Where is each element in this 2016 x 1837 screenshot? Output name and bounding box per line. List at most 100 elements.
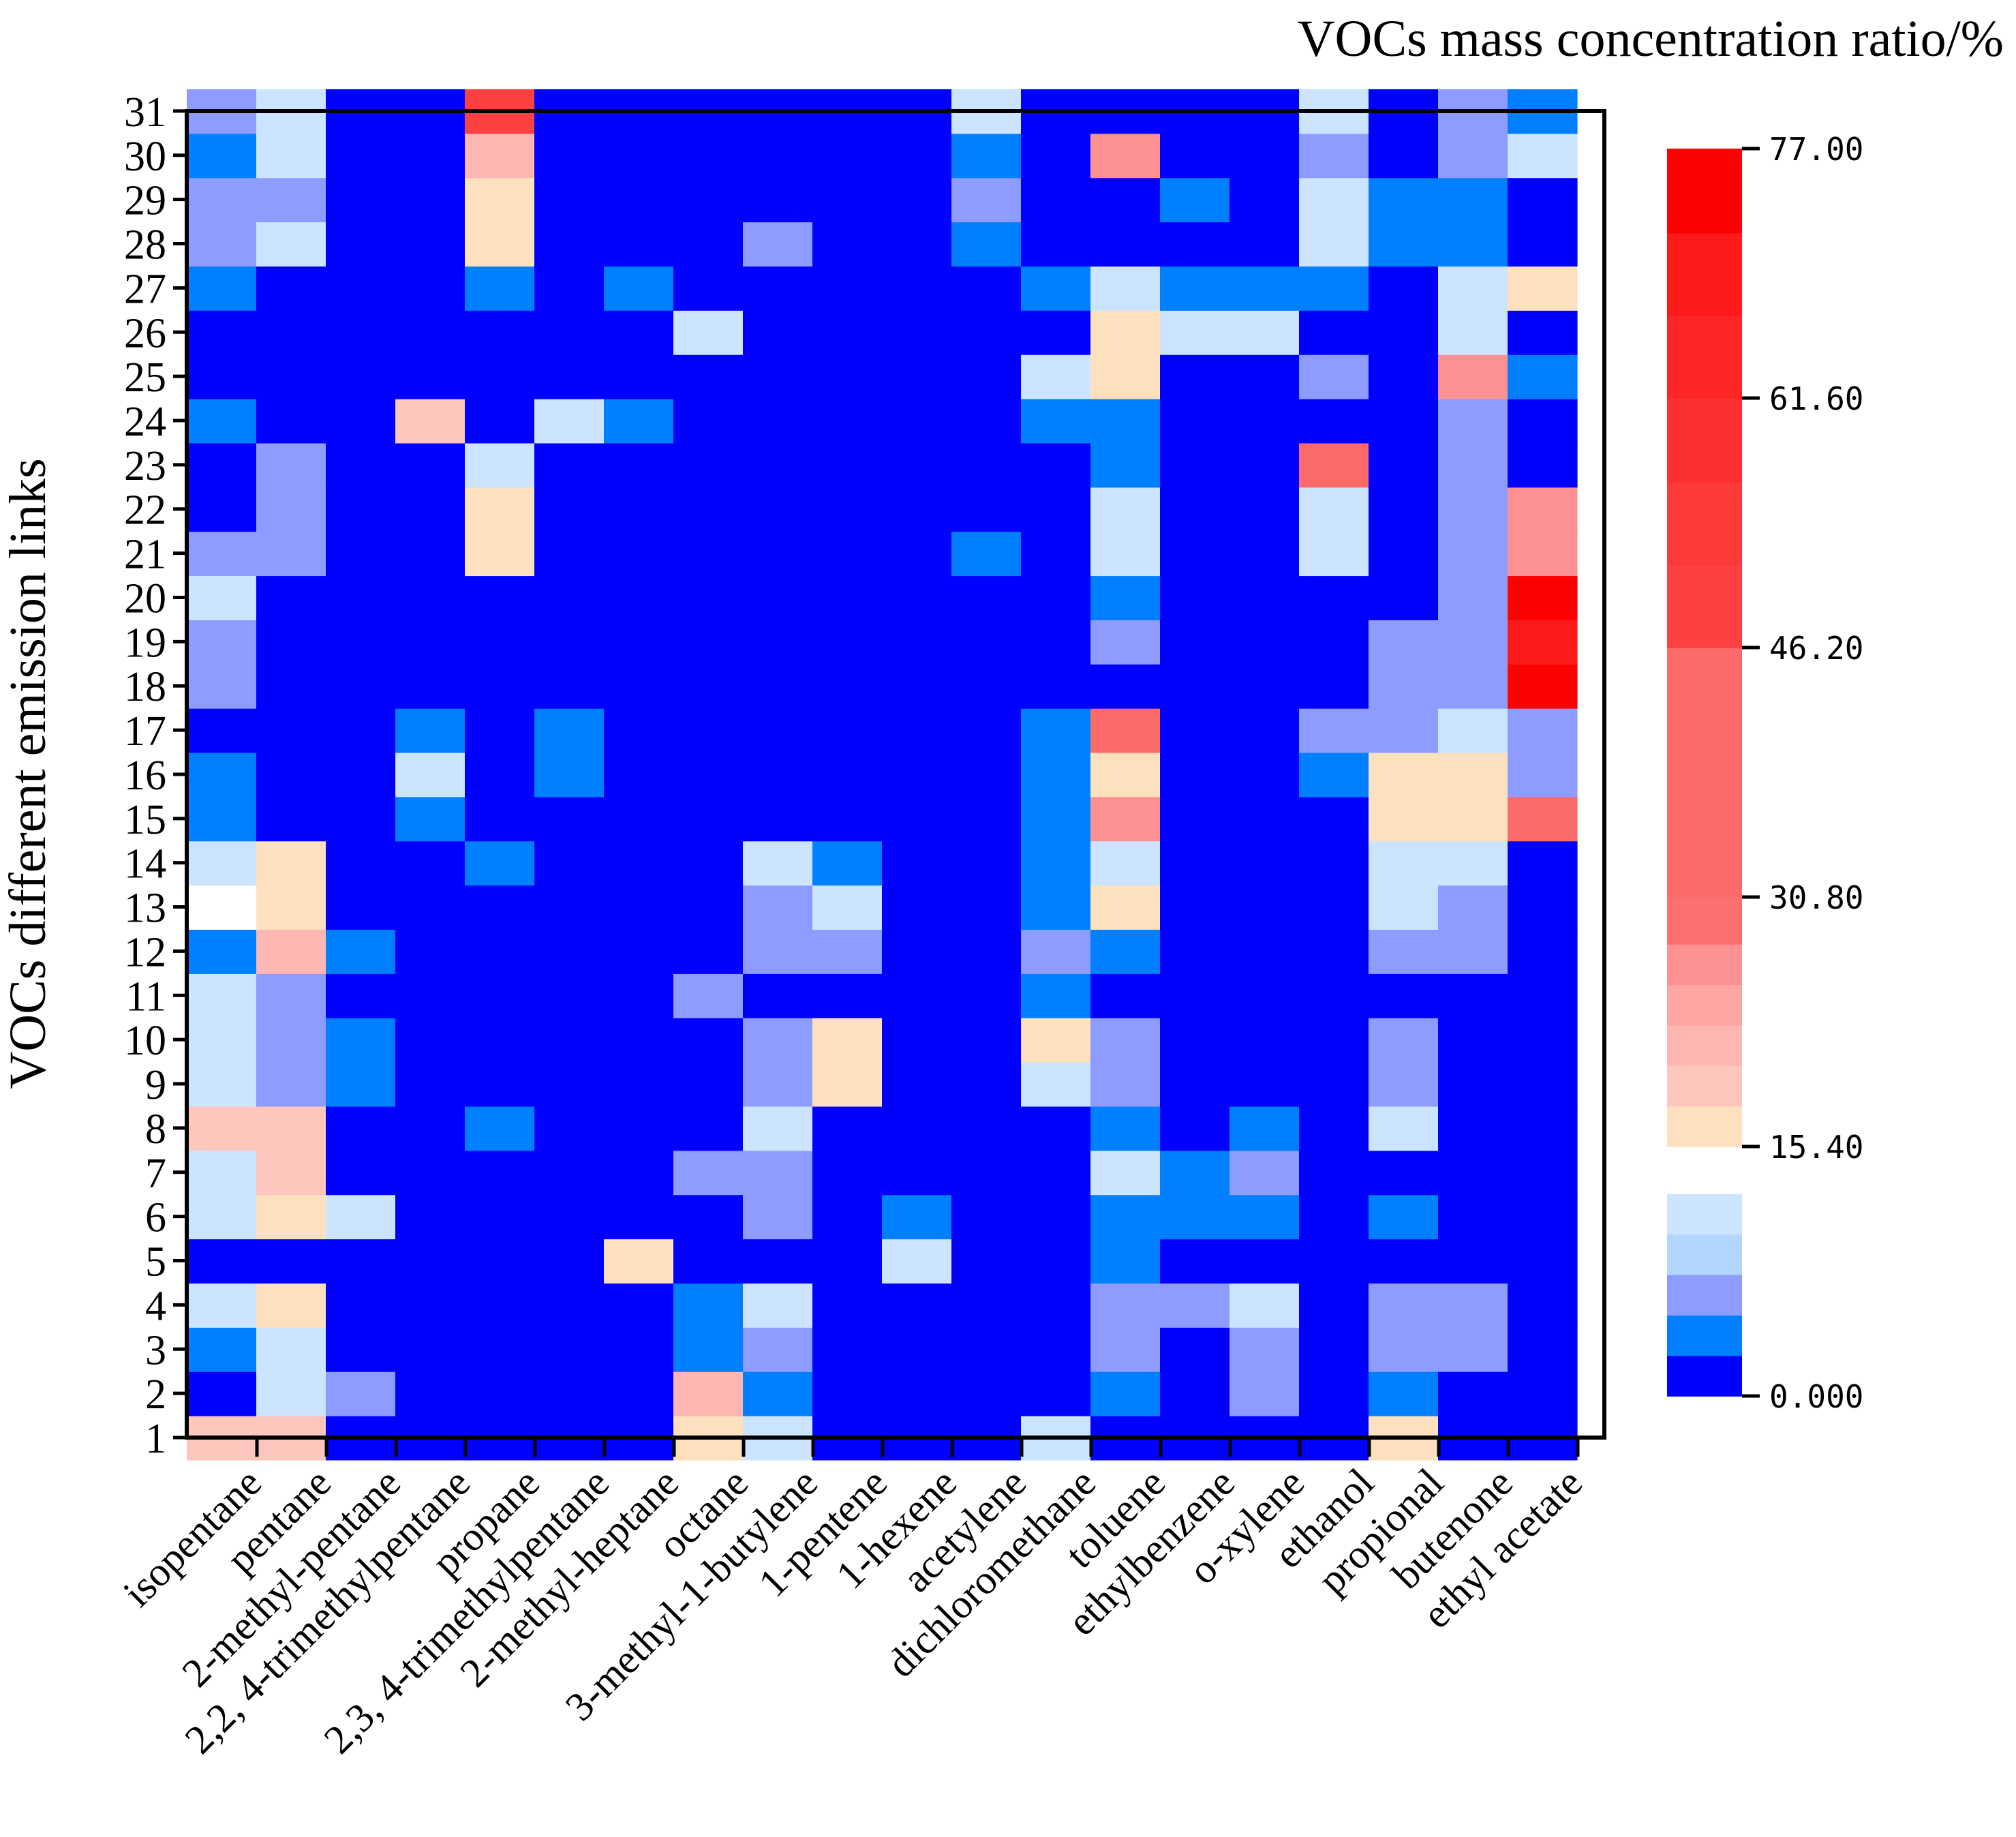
heatmap-cell [604,222,674,267]
heatmap-cell [1021,1062,1091,1107]
heatmap-cell [465,973,535,1018]
heatmap-cell [1299,973,1369,1018]
heatmap-cell [534,840,605,886]
heatmap-cell [812,1018,883,1063]
heatmap-cell [604,133,674,179]
heatmap-cell [951,1018,1022,1063]
heatmap-cell [187,354,257,399]
heatmap-cell [951,1062,1022,1107]
y-tick-label: 30 [124,134,166,180]
heatmap-cell [187,1283,257,1328]
heatmap-cell [1160,752,1230,798]
colorbar-tick-label: 46.20 [1769,630,1863,667]
heatmap-cell [604,885,674,930]
heatmap-cell [256,796,326,842]
heatmap-cell [326,1239,396,1284]
heatmap-cell [1021,310,1091,355]
heatmap-cell [326,664,396,709]
heatmap-cell [604,1150,674,1196]
heatmap-cell [1508,398,1578,444]
heatmap-cell [1230,796,1300,842]
heatmap-cell [673,1327,744,1372]
heatmap-cell [1508,177,1578,223]
heatmap-cell [534,177,605,223]
heatmap-cell [1369,929,1439,974]
heatmap-cell [465,664,535,709]
heatmap-cell [1090,398,1161,444]
heatmap-cell [1299,840,1369,886]
heatmap-cell [395,1327,465,1372]
heatmap-cell [1438,354,1508,399]
heatmap-cell [465,796,535,842]
y-tick-label: 29 [124,178,166,224]
heatmap-cell [604,575,674,620]
y-tick-label: 21 [124,532,166,578]
heatmap-cell [743,398,813,444]
heatmap-cell [604,840,674,886]
y-tick-label: 7 [145,1151,166,1197]
heatmap-cell [673,310,744,355]
heatmap-cell [743,664,813,709]
heatmap-cell [951,1150,1022,1196]
heatmap-cell [604,1062,674,1107]
heatmap-cell [256,885,326,930]
heatmap-cell [1230,354,1300,399]
heatmap-cell [395,708,465,753]
heatmap-cell [604,973,674,1018]
heatmap-cell [812,531,883,577]
heatmap-cell [1230,575,1300,620]
heatmap-cell [673,620,744,665]
heatmap-cell [604,1283,674,1328]
heatmap-cell [187,1062,257,1107]
heatmap-cell [1369,531,1439,577]
heatmap-cell [1230,840,1300,886]
heatmap-cell [465,1018,535,1063]
heatmap-cell [1230,222,1300,267]
y-tick-label: 31 [124,89,166,136]
heatmap-cell [395,1371,465,1416]
heatmap-cell [395,1106,465,1151]
heatmap-cell [1021,133,1091,179]
heatmap-cell [1230,1106,1300,1151]
heatmap-cell [743,840,813,886]
heatmap-cell [534,222,605,267]
colorbar-tick-label: 61.60 [1769,380,1863,417]
y-tick-label: 28 [124,222,166,269]
heatmap-cell [1021,840,1091,886]
heatmap-cell [1021,354,1091,399]
heatmap-cell [951,398,1022,444]
heatmap-cell [1508,222,1578,267]
colorbar-title: VOCs mass concentration ratio/% [1298,10,2004,67]
heatmap-cell [743,620,813,665]
heatmap-cell [1160,1106,1230,1151]
heatmap-cell [1090,575,1161,620]
heatmap-cell [187,531,257,577]
heatmap-cell [256,752,326,798]
heatmap-cell [1369,398,1439,444]
heatmap-cell [673,885,744,930]
heatmap-cell [256,531,326,577]
heatmap-cell [673,708,744,753]
heatmap-cell [812,1194,883,1240]
heatmap-cell [673,1239,744,1284]
heatmap-cell [812,796,883,842]
heatmap-cell [604,929,674,974]
heatmap-cell [395,885,465,930]
heatmap-cell [465,266,535,311]
heatmap-cell [1021,398,1091,444]
heatmap-cell [1508,840,1578,886]
heatmap-cell [1438,929,1508,974]
colorbar-tick-label: 0.000 [1769,1378,1863,1415]
heatmap-cell [534,885,605,930]
heatmap-cell [1299,664,1369,709]
heatmap-cell [256,1239,326,1284]
heatmap-cell [1369,620,1439,665]
heatmap-cell [951,133,1022,179]
heatmap-cell [1299,620,1369,665]
heatmap-cell [1438,531,1508,577]
heatmap-cell [812,133,883,179]
heatmap-cell [395,398,465,444]
colorbar-segment [1667,1234,1742,1275]
heatmap-cell [465,1283,535,1328]
heatmap-cell [1438,1018,1508,1063]
